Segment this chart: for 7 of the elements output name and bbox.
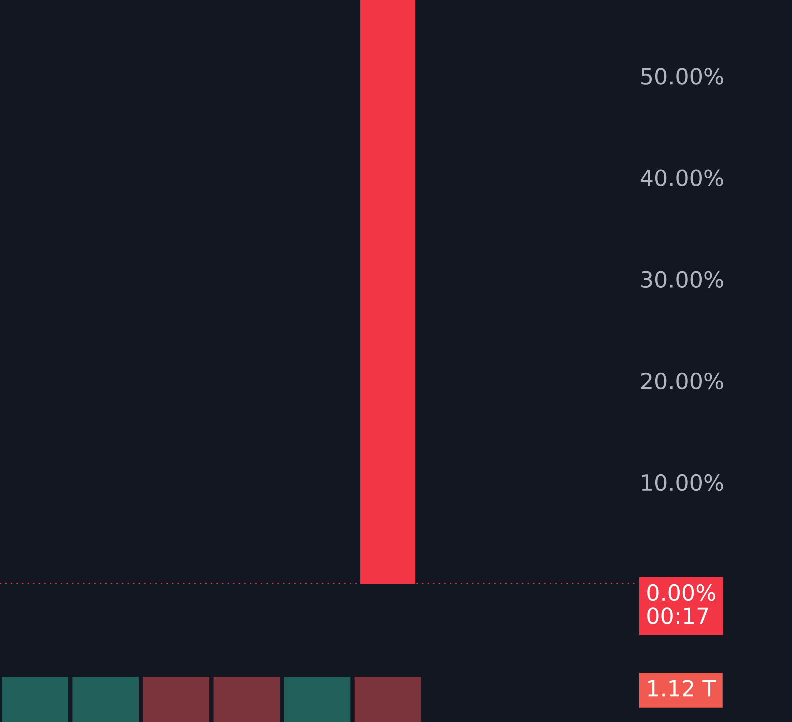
y-tick-label: 10.00% xyxy=(642,474,724,492)
y-tick-label: 50.00% xyxy=(642,68,724,85)
ref-line-label: 0.00% 00:17 xyxy=(648,584,716,624)
y-tick-label: 30.00% xyxy=(642,271,724,288)
text: 1.12 T xyxy=(648,680,716,697)
y-tick-label: 40.00% xyxy=(640,170,724,186)
y-tick-label: 20.00% xyxy=(641,372,724,390)
